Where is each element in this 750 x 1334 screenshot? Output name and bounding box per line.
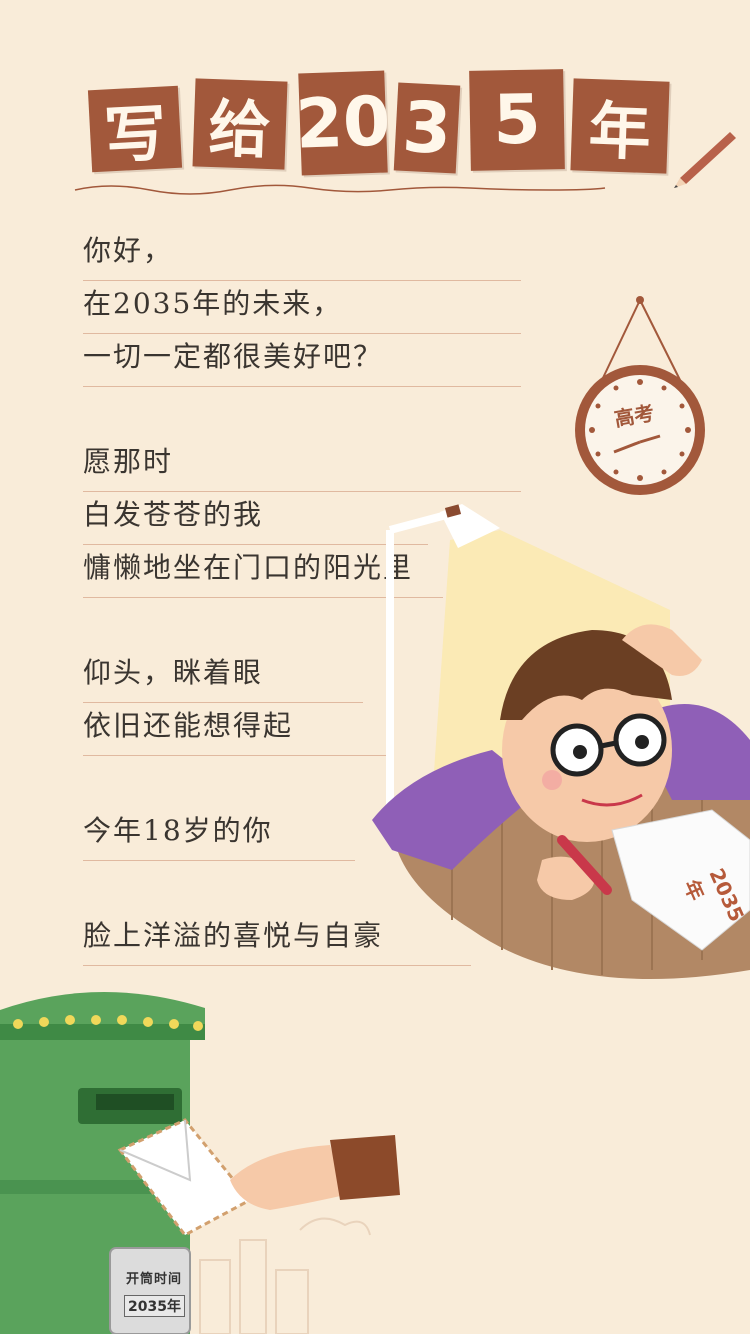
title-char: 写 <box>87 85 183 173</box>
poem-line: 今年18岁的你 <box>83 808 553 861</box>
title-char: 年 <box>570 78 670 174</box>
poem-line: 脸上洋溢的喜悦与自豪 <box>83 913 553 966</box>
title-char: 5 <box>469 69 565 171</box>
poem-line: 在2035年的未来， <box>83 281 553 334</box>
mailbox-label: 开筒时间 <box>126 1272 183 1287</box>
poem-line: 一切一定都很美好吧？ <box>83 334 553 387</box>
poem-line: 白发苍苍的我 <box>83 492 553 545</box>
poem-line: 依旧还能想得起 <box>83 703 553 756</box>
mailbox-year: 2035年 <box>124 1295 185 1317</box>
student-illustration <box>372 624 750 979</box>
poem-line: 愿那时 <box>83 439 553 492</box>
mailbox-illustration <box>0 991 400 1334</box>
clock-icon <box>575 296 705 495</box>
wavy-underline <box>74 184 606 195</box>
poem-line: 慵懒地坐在门口的阳光里 <box>83 545 553 598</box>
poem: 你好， 在2035年的未来， 一切一定都很美好吧？ 愿那时 白发苍苍的我 慵懒地… <box>83 228 553 966</box>
title-char: 3 <box>393 82 461 174</box>
poem-line: 你好， <box>83 228 553 281</box>
title-char: 给 <box>192 78 288 170</box>
poem-line: 仰头，眯着眼 <box>83 650 553 703</box>
pencil-icon <box>674 132 736 188</box>
